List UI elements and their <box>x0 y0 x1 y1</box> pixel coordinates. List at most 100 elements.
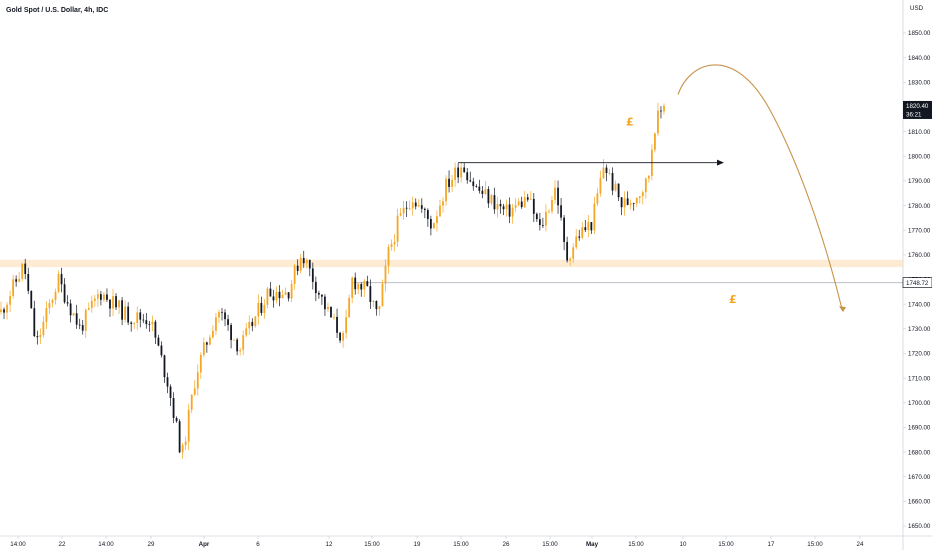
candle-up <box>496 203 499 210</box>
candle-down <box>27 273 30 291</box>
candle-down <box>339 332 341 341</box>
price-tick-label: 1720.00 <box>908 351 931 358</box>
current-price-tag <box>903 100 932 119</box>
time-axis[interactable]: 14:00 22 14:00 29 Apr 6 12 15:00 19 15:00 26 15:00 M… <box>10 536 864 548</box>
candle-down <box>175 417 178 422</box>
candle-down <box>563 217 565 242</box>
candle-down <box>405 207 408 209</box>
price-tick-label: 1730.00 <box>908 326 931 333</box>
candle-down <box>535 213 538 220</box>
candle-down <box>660 110 662 112</box>
candle-down <box>360 284 363 290</box>
candle-up <box>87 307 90 310</box>
candle-up <box>484 189 487 194</box>
candle-up <box>215 317 217 331</box>
candle-up <box>623 198 626 208</box>
candle-down <box>463 167 466 173</box>
candle-up <box>460 167 463 178</box>
annotation-pound-2[interactable]: £ <box>729 293 737 306</box>
candle-down <box>330 306 332 318</box>
candle-up <box>378 306 381 310</box>
candle-up <box>351 277 354 298</box>
price-tick-label: 1830.00 <box>908 80 931 87</box>
candle-down <box>260 302 263 313</box>
candle-down <box>457 167 460 178</box>
candle-up <box>581 227 584 238</box>
candle-down <box>145 320 148 325</box>
candle-down <box>578 236 581 238</box>
candle-up <box>657 110 659 134</box>
time-tick-label: 15:00 <box>364 541 380 548</box>
candle-down <box>611 172 614 191</box>
projection-arrow-head <box>839 306 846 313</box>
candle-up <box>575 236 578 248</box>
candle-down <box>278 291 281 299</box>
candle-up <box>136 312 139 323</box>
candle-down <box>166 377 169 387</box>
candle-up <box>411 202 414 209</box>
price-tick-label: 1770.00 <box>908 227 931 234</box>
candle-up <box>305 259 308 264</box>
candle-up <box>0 309 2 312</box>
candle-down <box>106 294 108 300</box>
candle-up <box>202 342 205 355</box>
candle-up <box>293 265 296 284</box>
candle-up <box>548 211 550 213</box>
candle-up <box>593 203 596 231</box>
level-price-text: 1748.72 <box>906 280 929 287</box>
time-tick-label: 15:00 <box>542 541 558 548</box>
candle-up <box>635 197 638 204</box>
candle-up <box>663 105 665 112</box>
candle-up <box>572 247 575 259</box>
candle-up <box>57 274 60 292</box>
candle-up <box>196 372 199 389</box>
candle-up <box>12 279 15 297</box>
candle-up <box>372 300 375 302</box>
candle-down <box>584 227 587 231</box>
price-axis[interactable]: 1650.00 1660.00 1670.00 1680.00 1690.00 1700.… <box>903 30 931 530</box>
candle-up <box>342 332 344 341</box>
candle-down <box>321 294 323 297</box>
candle-up <box>345 317 348 333</box>
candle-down <box>221 311 223 313</box>
candle-up <box>554 187 556 201</box>
candle-up <box>281 294 284 299</box>
candle-up <box>290 283 293 299</box>
candle-down <box>236 339 239 352</box>
price-tick-label: 1800.00 <box>908 153 931 160</box>
candle-up <box>51 300 54 304</box>
time-tick-label: 15:00 <box>718 541 734 548</box>
candle-up <box>72 313 75 316</box>
candle-down <box>354 277 357 290</box>
projection-curve[interactable] <box>677 64 843 310</box>
candle-down <box>78 324 81 326</box>
candle-down <box>130 322 133 324</box>
current-price-text: 1820.40 <box>906 103 929 110</box>
candle-up <box>299 258 302 271</box>
price-tick-label: 1850.00 <box>908 30 931 37</box>
candle-down <box>69 303 72 316</box>
candle-down <box>414 202 417 207</box>
candle-down <box>272 296 275 301</box>
candle-down <box>163 355 166 378</box>
candle-down <box>287 292 290 299</box>
candle-down <box>100 294 102 300</box>
candle-down <box>178 421 181 453</box>
candle-down <box>311 268 314 282</box>
currency-label: USD <box>910 5 924 12</box>
candle-down <box>605 167 608 174</box>
candle-down <box>60 274 63 285</box>
time-tick-label: 22 <box>59 541 66 548</box>
candle-up <box>184 441 187 446</box>
candle-up <box>517 201 520 206</box>
annotation-pound-1[interactable]: £ <box>626 116 634 129</box>
candle-up <box>233 339 236 341</box>
candle-down <box>375 300 378 310</box>
time-tick-label: 15:00 <box>453 541 469 548</box>
candle-up <box>454 167 457 180</box>
candle-up <box>208 337 211 345</box>
candles <box>0 102 665 459</box>
time-tick-label: 17 <box>768 541 775 548</box>
candle-up <box>124 306 127 320</box>
